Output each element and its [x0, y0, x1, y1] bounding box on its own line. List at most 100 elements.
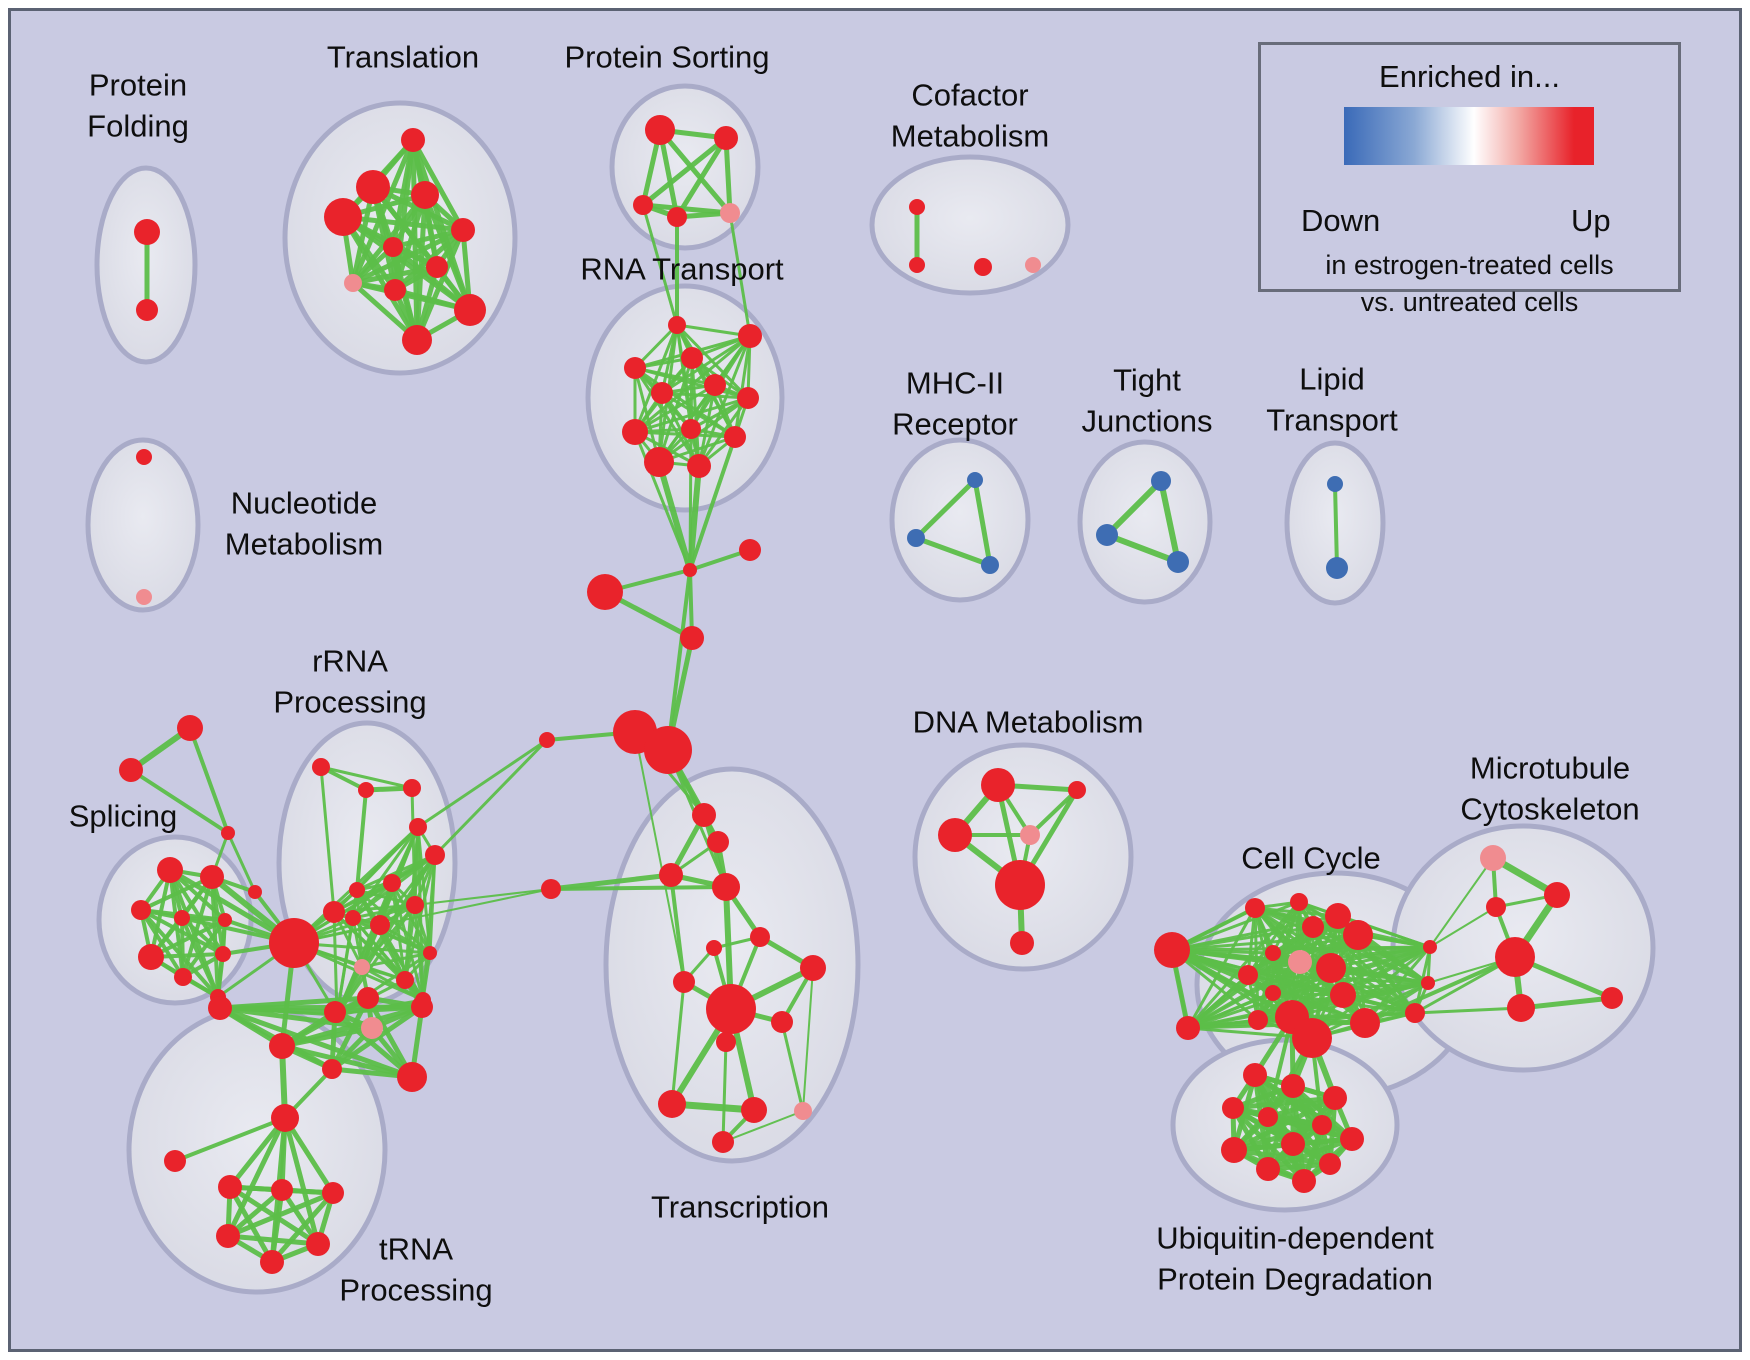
node-rrna-trna-knot[interactable] [269, 1033, 295, 1059]
node-rna-transport[interactable] [624, 357, 646, 379]
node-trna-processing[interactable] [260, 1250, 284, 1274]
node-linker-chain[interactable] [541, 879, 561, 899]
node-rna-transport[interactable] [668, 316, 686, 334]
node-transcription[interactable] [741, 1097, 767, 1123]
node-rrna-top-group[interactable] [248, 885, 262, 899]
node-linker-chain[interactable] [587, 574, 623, 610]
node-ubiquitin-degradation[interactable] [1340, 1127, 1364, 1151]
node-ubiquitin-degradation[interactable] [1222, 1097, 1244, 1119]
node-ubiquitin-degradation[interactable] [1243, 1063, 1267, 1087]
node-rrna-processing[interactable] [396, 971, 414, 989]
node-rrna-trna-knot[interactable] [322, 1059, 342, 1079]
node-ubiquitin-degradation[interactable] [1258, 1107, 1278, 1127]
node-linker-chain[interactable] [680, 626, 704, 650]
node-rrna-processing[interactable] [423, 946, 437, 960]
node-cell-cycle[interactable] [1245, 898, 1265, 918]
node-transcription[interactable] [707, 831, 729, 853]
node-dna-metabolism[interactable] [1010, 931, 1034, 955]
node-rna-transport[interactable] [738, 324, 762, 348]
node-trna-isolated[interactable] [164, 1150, 186, 1172]
node-translation[interactable] [411, 181, 439, 209]
node-translation[interactable] [356, 170, 390, 204]
node-translation[interactable] [454, 294, 486, 326]
node-linker-chain[interactable] [539, 732, 555, 748]
node-rna-transport[interactable] [622, 419, 648, 445]
node-cell-cycle[interactable] [1292, 1018, 1332, 1058]
node-trna-processing[interactable] [306, 1232, 330, 1256]
node-protein-sorting[interactable] [667, 207, 687, 227]
node-rrna-processing[interactable] [323, 901, 345, 923]
node-translation[interactable] [384, 279, 406, 301]
node-microtubule-cytoskeleton[interactable] [1601, 987, 1623, 1009]
node-microtubule-cytoskeleton[interactable] [1486, 897, 1506, 917]
node-splicing[interactable] [200, 865, 224, 889]
node-ubiquitin-degradation[interactable] [1221, 1137, 1247, 1163]
node-rna-transport[interactable] [681, 347, 703, 369]
node-linker-chain[interactable] [739, 539, 761, 561]
node-rrna-trna-knot[interactable] [208, 996, 232, 1020]
node-rrna-top-group[interactable] [403, 779, 421, 797]
node-rrna-top-group[interactable] [312, 758, 330, 776]
node-transcription[interactable] [706, 984, 756, 1034]
node-rrna-processing[interactable] [425, 845, 445, 865]
node-splicing-triangle[interactable] [177, 715, 203, 741]
node-protein-sorting[interactable] [720, 203, 740, 223]
node-dna-metabolism[interactable] [1068, 781, 1086, 799]
node-cell-cycle[interactable] [1238, 965, 1258, 985]
node-splicing[interactable] [215, 946, 231, 962]
node-cell-cycle[interactable] [1265, 945, 1281, 961]
node-rrna-processing[interactable] [370, 915, 390, 935]
node-linker-chain[interactable] [644, 726, 692, 774]
node-translation[interactable] [402, 325, 432, 355]
node-transcription[interactable] [800, 955, 826, 981]
node-ubiquitin-degradation[interactable] [1292, 1169, 1316, 1193]
node-transcription[interactable] [692, 803, 716, 827]
node-rna-transport[interactable] [704, 374, 726, 396]
node-ubiquitin-degradation[interactable] [1256, 1157, 1280, 1181]
node-tight-junctions[interactable] [1096, 524, 1118, 546]
node-protein-folding[interactable] [136, 299, 158, 321]
node-cell-cycle[interactable] [1405, 1003, 1425, 1023]
node-cell-cycle[interactable] [1154, 932, 1190, 968]
node-cell-cycle[interactable] [1423, 940, 1437, 954]
node-cell-cycle[interactable] [1248, 1010, 1268, 1030]
node-transcription[interactable] [716, 1032, 736, 1052]
node-splicing[interactable] [174, 910, 190, 926]
node-rrna-trna-knot[interactable] [397, 1062, 427, 1092]
node-rrna-processing[interactable] [349, 882, 365, 898]
node-microtubule-cytoskeleton[interactable] [1495, 937, 1535, 977]
node-rna-transport[interactable] [687, 454, 711, 478]
node-translation[interactable] [401, 128, 425, 152]
node-transcription[interactable] [794, 1102, 812, 1120]
node-translation[interactable] [451, 218, 475, 242]
node-transcription[interactable] [659, 863, 683, 887]
node-ubiquitin-degradation[interactable] [1319, 1153, 1341, 1175]
node-protein-folding[interactable] [134, 219, 160, 245]
node-splicing[interactable] [218, 913, 232, 927]
node-splicing[interactable] [138, 944, 164, 970]
node-splicing[interactable] [157, 857, 183, 883]
node-translation[interactable] [344, 274, 362, 292]
node-rrna-processing[interactable] [409, 818, 427, 836]
node-ubiquitin-degradation[interactable] [1312, 1115, 1332, 1135]
node-nucleotide-metabolism[interactable] [136, 449, 152, 465]
node-cell-cycle[interactable] [1176, 1016, 1200, 1040]
node-microtubule-cytoskeleton[interactable] [1507, 994, 1535, 1022]
node-cell-cycle[interactable] [1290, 893, 1308, 911]
node-cell-cycle[interactable] [1288, 950, 1312, 974]
node-transcription[interactable] [658, 1090, 686, 1118]
node-tight-junctions[interactable] [1167, 551, 1189, 573]
node-transcription[interactable] [712, 1131, 734, 1153]
node-dna-metabolism[interactable] [981, 768, 1015, 802]
node-rrna-processing[interactable] [345, 910, 361, 926]
node-translation[interactable] [383, 237, 403, 257]
node-cell-cycle[interactable] [1350, 1008, 1380, 1038]
node-rna-transport[interactable] [644, 447, 674, 477]
node-cofactor-metabolism[interactable] [909, 199, 925, 215]
node-nucleotide-metabolism[interactable] [136, 589, 152, 605]
node-dna-metabolism[interactable] [995, 860, 1045, 910]
node-cell-cycle[interactable] [1316, 953, 1346, 983]
node-rna-transport[interactable] [724, 426, 746, 448]
node-transcription[interactable] [673, 971, 695, 993]
node-cofactor-metabolism[interactable] [1025, 257, 1041, 273]
